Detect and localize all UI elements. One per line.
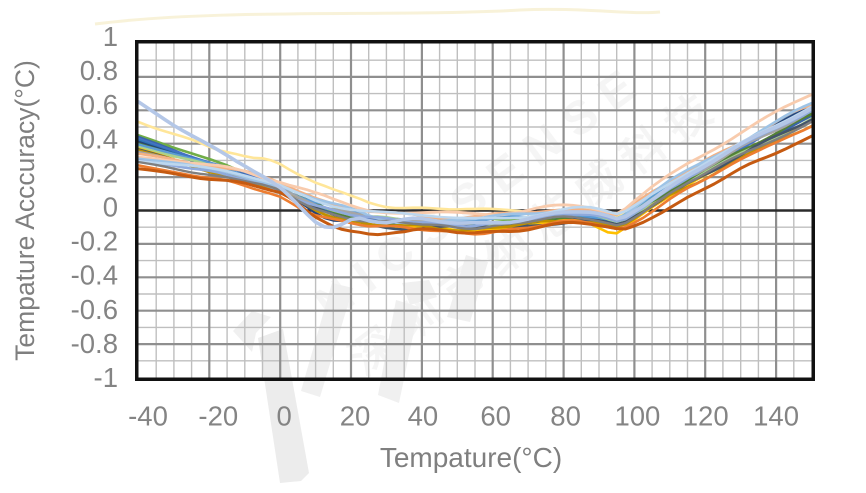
svg-text:0.2: 0.2: [80, 157, 118, 188]
svg-text:-0.2: -0.2: [71, 226, 118, 257]
svg-text:1: 1: [103, 21, 118, 52]
svg-text:0.4: 0.4: [80, 123, 118, 154]
svg-text:0: 0: [103, 192, 118, 223]
svg-text:80: 80: [550, 401, 581, 432]
svg-text:140: 140: [753, 401, 799, 432]
svg-text:Tempature(°C): Tempature(°C): [380, 442, 562, 473]
svg-text:0.6: 0.6: [80, 89, 118, 120]
svg-text:0.8: 0.8: [80, 55, 118, 86]
svg-text:-0.6: -0.6: [71, 294, 118, 325]
svg-text:-20: -20: [198, 401, 238, 432]
svg-text:40: 40: [408, 401, 439, 432]
svg-text:60: 60: [480, 401, 511, 432]
svg-text:100: 100: [614, 401, 660, 432]
svg-text:20: 20: [340, 401, 371, 432]
svg-text:-0.8: -0.8: [71, 328, 118, 359]
svg-text:-1: -1: [94, 362, 118, 393]
svg-text:0: 0: [277, 401, 292, 432]
svg-text:Tempature Acccuracy(°C): Tempature Acccuracy(°C): [10, 60, 40, 361]
svg-text:-40: -40: [128, 401, 168, 432]
svg-text:-0.4: -0.4: [71, 260, 118, 291]
svg-text:120: 120: [683, 401, 729, 432]
